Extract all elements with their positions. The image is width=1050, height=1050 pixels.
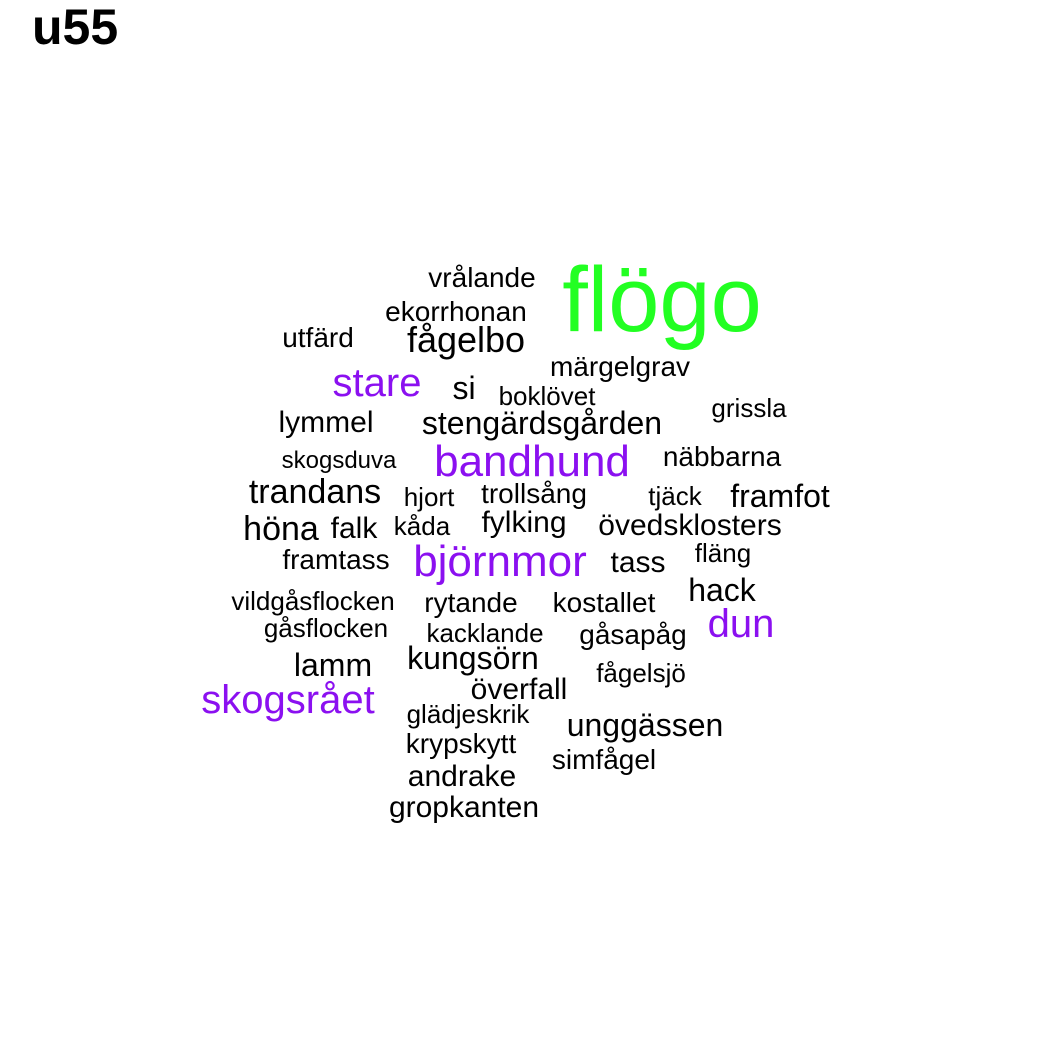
cloud-word-skogsduva: skogsduva — [281, 447, 397, 474]
cloud-word-trandans: trandans — [248, 473, 382, 511]
cloud-word-skogsrået: skogsrået — [201, 678, 375, 722]
cloud-word-vrålande: vrålande — [428, 262, 536, 293]
cloud-word-kåda: kåda — [393, 511, 451, 541]
cloud-word-framtass: framtass — [282, 544, 390, 575]
cloud-word-lymmel: lymmel — [278, 406, 374, 439]
cloud-word-flögo: flögo — [562, 249, 762, 351]
cloud-word-utfärd: utfärd — [282, 322, 354, 353]
cloud-word-fågelsjö: fågelsjö — [596, 658, 686, 688]
cloud-word-hack: hack — [688, 572, 756, 608]
cloud-word-andrake: andrake — [407, 760, 517, 793]
cloud-word-tass: tass — [610, 546, 666, 579]
cloud-word-stare: stare — [332, 361, 422, 405]
cloud-word-krypskytt: krypskytt — [405, 728, 517, 759]
cloud-word-stengärdsgården: stengärdsgården — [421, 405, 663, 441]
cloud-word-fylking: fylking — [481, 506, 567, 539]
cloud-word-rytande: rytande — [424, 587, 518, 618]
cloud-word-framfot: framfot — [730, 478, 830, 514]
cloud-word-gåsapåg: gåsapåg — [579, 619, 687, 650]
cloud-word-falk: falk — [330, 512, 378, 545]
cloud-word-ekorrhonan: ekorrhonan — [385, 296, 527, 327]
cloud-word-si: si — [452, 370, 476, 406]
cloud-word-grissla: grissla — [711, 393, 787, 423]
cloud-word-unggässen: unggässen — [566, 707, 724, 743]
cloud-word-höna: höna — [243, 510, 319, 548]
cloud-word-gåsflocken: gåsflocken — [263, 613, 389, 643]
cloud-word-glädjeskrik: glädjeskrik — [406, 699, 530, 729]
cloud-word-lamm: lamm — [293, 647, 373, 683]
cloud-word-boklövet: boklövet — [498, 381, 596, 411]
page-title: u55 — [32, 0, 119, 55]
cloud-word-hjort: hjort — [403, 482, 455, 512]
cloud-word-tjäck: tjäck — [648, 481, 702, 511]
cloud-word-övedsklosters: övedsklosters — [598, 509, 782, 542]
cloud-word-fågelbo: fågelbo — [406, 319, 526, 360]
cloud-word-kacklande: kacklande — [426, 618, 544, 648]
cloud-word-gropkanten: gropkanten — [388, 791, 540, 824]
cloud-word-kostallet: kostallet — [552, 587, 656, 618]
cloud-word-kungsörn: kungsörn — [407, 640, 539, 676]
cloud-word-trollsång: trollsång — [481, 478, 587, 509]
cloud-word-överfall: överfall — [470, 673, 568, 706]
cloud-word-simfågel: simfågel — [551, 744, 657, 775]
cloud-word-märgelgrav: märgelgrav — [549, 351, 691, 382]
cloud-word-dun: dun — [707, 602, 775, 646]
cloud-word-björnmor: björnmor — [413, 537, 587, 586]
cloud-word-fläng: fläng — [694, 538, 752, 568]
cloud-word-näbbarna: näbbarna — [662, 441, 782, 472]
cloud-word-bandhund: bandhund — [434, 437, 630, 486]
cloud-word-vildgåsflocken: vildgåsflocken — [231, 586, 395, 616]
